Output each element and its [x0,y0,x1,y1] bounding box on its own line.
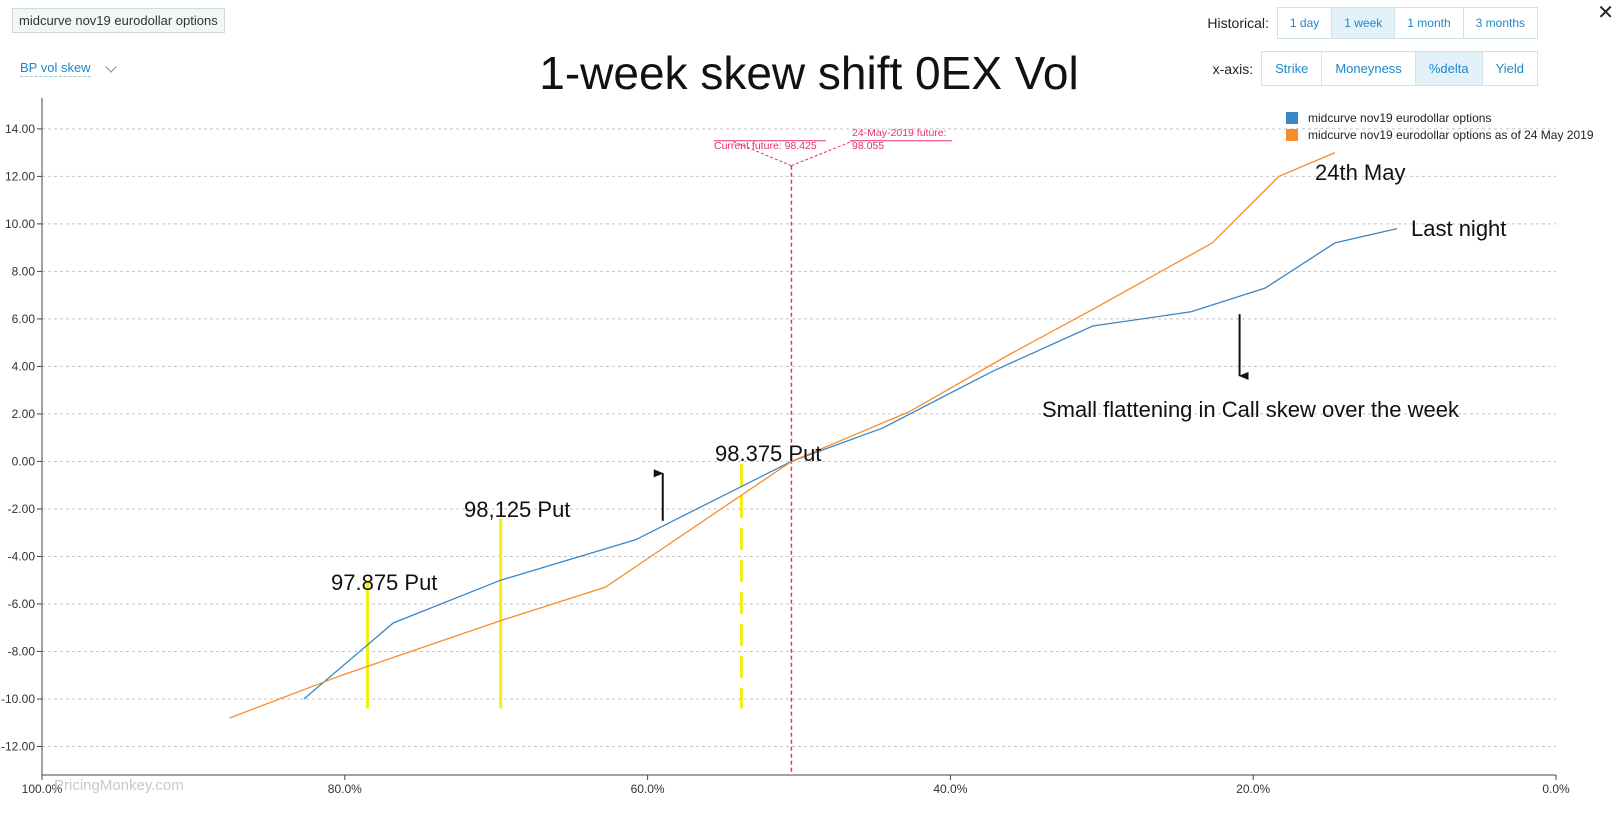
historical-selector: Historical: 1 day 1 week 1 month 3 month… [1207,7,1538,39]
y-tick-label: 0.00 [12,454,36,468]
series-line-historical [229,152,1336,719]
y-tick-label: -6.00 [8,597,36,611]
y-tick-label: -8.00 [8,644,36,658]
y-tick-label: 14.00 [5,122,35,136]
annotation-98375-put: 98.375 Put [715,441,821,466]
annotation-97875-put: 97.875 Put [331,570,437,595]
y-tick-labels: 14.00 12.00 10.00 8.00 6.00 4.00 2.00 0.00 -2.00… [1,122,35,754]
view-select-value: BP vol skew [20,60,91,77]
hist-future-label: 24-May-2019 future: 98.055 [852,127,947,152]
y-tick-label: -2.00 [8,502,36,516]
view-select[interactable]: BP vol skew [20,60,117,77]
future-callout-leader [731,140,792,167]
xaxis-delta-button[interactable]: %delta [1414,52,1482,85]
close-icon[interactable]: ✕ [1597,2,1614,24]
y-tick-label: -4.00 [8,549,36,563]
annotation-last-night: Last night [1411,216,1506,241]
y-tick-label: -10.00 [1,692,35,706]
future-marker [714,140,952,775]
historical-3-months-button[interactable]: 3 months [1462,8,1537,38]
product-tag[interactable]: midcurve nov19 eurodollar options [12,8,225,33]
x-tick-label: 80.0% [328,782,362,796]
annotation-98125-put: 98,125 Put [464,497,570,522]
watermark: PricingMonkey.com [54,777,184,794]
annotations: Current future: 98.425 24-May-2019 future… [331,127,1506,595]
x-tick-label: 0.0% [1542,782,1570,796]
xaxis-selector: x-axis: Strike Moneyness %delta Yield [1213,51,1538,86]
legend: midcurve nov19 eurodollar options midcur… [1286,109,1594,143]
x-tick-label: 20.0% [1236,782,1270,796]
legend-swatch-current [1286,111,1298,124]
xaxis-yield-button[interactable]: Yield [1481,52,1537,85]
xaxis-label: x-axis: [1212,60,1254,77]
current-future-label: Current future: 98.425 [714,140,817,152]
y-tick-label: 12.00 [5,169,35,183]
y-tick-label: 4.00 [12,359,36,373]
y-tick-label: 8.00 [12,264,36,278]
chart-title: 1-week skew shift 0EX Vol [539,47,1079,99]
historical-label: Historical: [1207,15,1269,31]
x-tick-label: 40.0% [933,782,967,796]
legend-swatch-historical [1286,128,1298,141]
y-tick-label: 6.00 [12,312,36,326]
legend-item-historical[interactable]: midcurve nov19 eurodollar options as of … [1286,126,1594,143]
historical-1-week-button[interactable]: 1 week [1331,8,1395,38]
series-lines [229,152,1398,719]
x-tick-label: 60.0% [631,782,665,796]
historical-1-day-button[interactable]: 1 day [1277,8,1332,38]
series-line-current [303,227,1398,700]
y-tick-label: 10.00 [5,217,35,231]
annotation-arrows [653,314,1249,521]
historical-buttons: 1 day 1 week 1 month 3 months [1276,7,1538,39]
annotation-24th-may: 24th May [1315,160,1406,185]
y-tick-label: 2.00 [12,407,36,421]
legend-label-current: midcurve nov19 eurodollar options [1308,110,1492,125]
future-callout-leader [791,140,854,167]
annotation-call-skew: Small flattening in Call skew over the w… [1042,397,1460,422]
legend-label-historical: midcurve nov19 eurodollar options as of … [1308,127,1594,142]
historical-1-month-button[interactable]: 1 month [1394,8,1463,38]
xaxis-buttons: Strike Moneyness %delta Yield [1261,51,1538,86]
xaxis-moneyness-button[interactable]: Moneyness [1321,52,1415,85]
grid-lines [42,128,1556,747]
legend-item-current[interactable]: midcurve nov19 eurodollar options [1286,109,1594,126]
y-tick-label: -12.00 [1,739,35,753]
x-tick-labels: 100.0% 80.0% 60.0% 40.0% 20.0% 0.0% [22,782,1570,796]
axes [37,98,1557,780]
x-tick-label: 100.0% [22,782,63,796]
xaxis-strike-button[interactable]: Strike [1262,52,1322,85]
